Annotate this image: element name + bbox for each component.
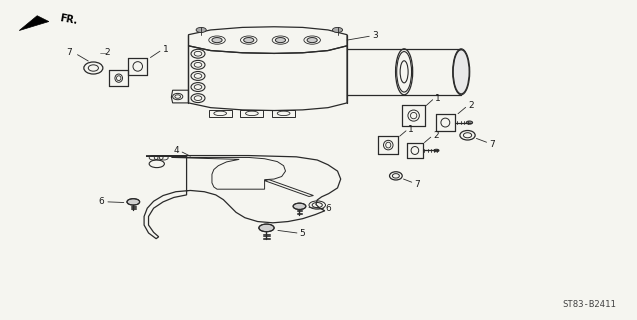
Text: 2: 2 [104, 48, 110, 57]
Text: 4: 4 [174, 146, 179, 155]
Text: 1: 1 [408, 125, 414, 134]
Ellipse shape [453, 49, 469, 95]
Circle shape [333, 28, 343, 32]
Circle shape [259, 224, 274, 232]
Text: 5: 5 [299, 229, 305, 238]
Text: —: — [99, 50, 106, 56]
Circle shape [127, 199, 140, 205]
Text: 1: 1 [164, 45, 169, 54]
Circle shape [307, 37, 317, 43]
Text: 1: 1 [435, 94, 441, 103]
Circle shape [244, 37, 254, 43]
Text: 6: 6 [99, 197, 104, 206]
Circle shape [212, 37, 222, 43]
Text: 7: 7 [66, 48, 72, 57]
Text: FR.: FR. [59, 13, 78, 26]
Text: 7: 7 [414, 180, 420, 189]
Circle shape [196, 28, 206, 32]
Text: ST83-B2411: ST83-B2411 [563, 300, 617, 309]
Text: 3: 3 [373, 31, 378, 40]
Text: 2: 2 [433, 131, 439, 140]
Circle shape [275, 37, 285, 43]
Text: 2: 2 [468, 101, 473, 110]
Circle shape [466, 121, 473, 124]
Text: 6: 6 [326, 204, 331, 213]
Text: 7: 7 [489, 140, 494, 149]
Circle shape [293, 203, 306, 210]
Polygon shape [19, 16, 49, 30]
Circle shape [434, 149, 439, 152]
